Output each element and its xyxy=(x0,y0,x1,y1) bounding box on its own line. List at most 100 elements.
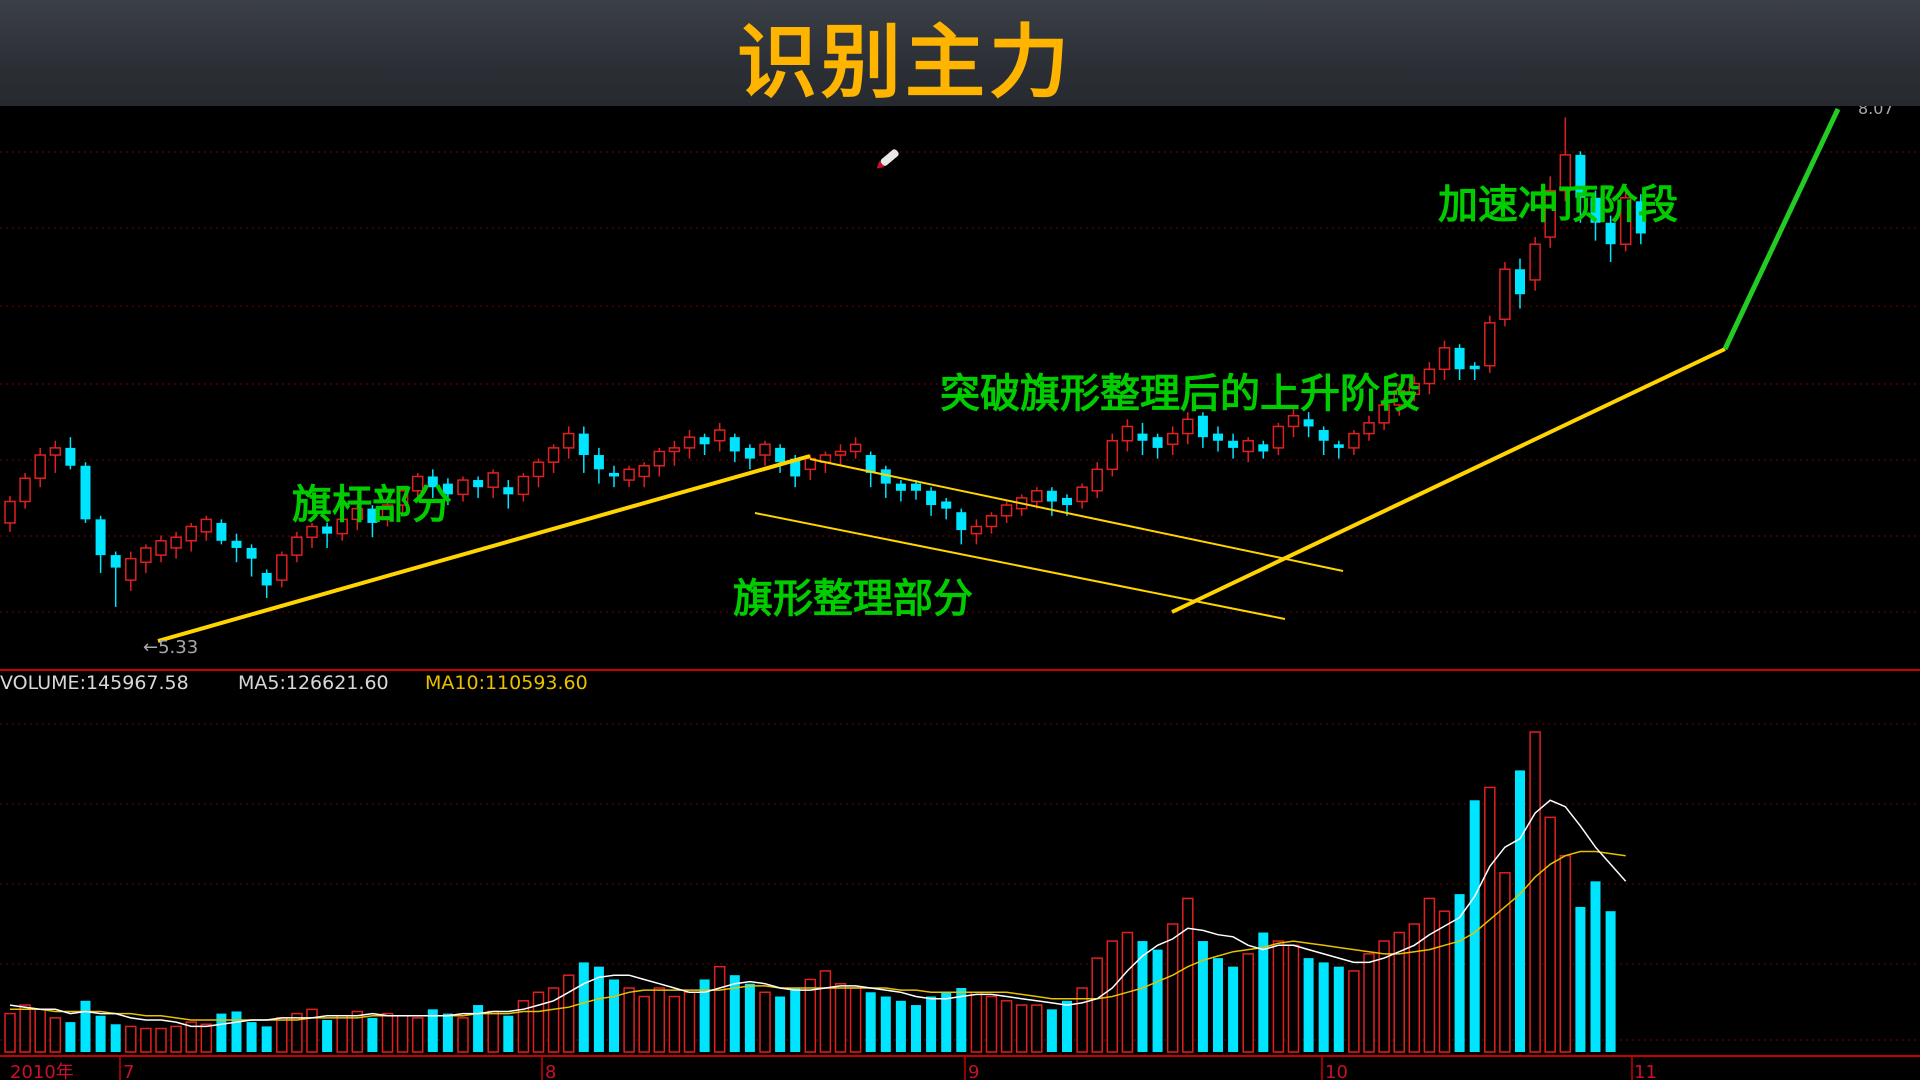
volume-bar-up xyxy=(1166,923,1179,1053)
candle-down xyxy=(865,455,876,473)
volume-bar-up xyxy=(653,987,666,1053)
candle-up xyxy=(668,447,681,453)
candle-down xyxy=(1152,437,1163,448)
candle-up xyxy=(517,475,530,496)
candle-up xyxy=(1484,322,1496,367)
volume-bar-down xyxy=(1303,958,1314,1052)
grid-lines xyxy=(0,151,1920,1080)
flagpole-trend-line xyxy=(157,454,811,643)
candle-up xyxy=(532,461,545,478)
volume-bar-down xyxy=(1575,906,1586,1052)
candle-up xyxy=(653,450,666,467)
candle-down xyxy=(729,437,740,452)
volume-bar-up xyxy=(1031,1004,1043,1053)
candle-up xyxy=(1619,197,1632,245)
candle-down xyxy=(895,483,906,491)
volume-readout: VOLUME:145967.58 xyxy=(0,672,189,694)
candle-down xyxy=(941,501,952,509)
candle-down xyxy=(65,447,76,466)
volume-bar-down xyxy=(699,979,710,1052)
candle-up xyxy=(623,468,635,481)
volume-bar-up xyxy=(351,1010,364,1053)
candle-down xyxy=(1213,433,1223,441)
candle-up xyxy=(1031,490,1043,503)
volume-bar-down xyxy=(744,983,755,1052)
volume-bar-down xyxy=(1197,941,1208,1052)
candle-up xyxy=(1408,382,1421,396)
volume-bar-down xyxy=(246,1022,257,1052)
candle-down xyxy=(246,547,257,559)
volume-bar-up xyxy=(19,1004,31,1053)
volume-bar-up xyxy=(1272,940,1285,1053)
volume-bar-up xyxy=(1408,923,1421,1053)
candle-down xyxy=(775,447,786,463)
candle-up xyxy=(1393,389,1405,406)
volume-bar-down xyxy=(775,996,786,1052)
candle-up xyxy=(306,525,318,538)
volume-bar-up xyxy=(1287,944,1300,1053)
price-high-label: 8.07 xyxy=(1858,106,1894,118)
candle-up xyxy=(1242,439,1254,453)
volume-bar-up xyxy=(638,995,650,1053)
candle-up xyxy=(200,518,213,533)
volume-bar-down xyxy=(895,1000,906,1052)
candle-down xyxy=(1515,269,1525,295)
candle-down xyxy=(1228,440,1239,448)
volume-bar-up xyxy=(804,978,817,1053)
volume-bar-up xyxy=(562,974,575,1053)
volume-bar-down xyxy=(941,992,952,1052)
candlesticks xyxy=(4,117,1646,607)
volume-bar-up xyxy=(1076,987,1088,1053)
volume-bar-up xyxy=(1423,897,1436,1053)
candle-down xyxy=(1635,201,1646,234)
candle-up xyxy=(849,443,862,453)
volume-bar-down xyxy=(216,1013,227,1052)
candle-down xyxy=(110,555,121,568)
volume-bar-up xyxy=(1348,970,1360,1053)
volume-bar-down xyxy=(1333,966,1344,1052)
volume-bars xyxy=(4,731,1616,1053)
volume-bar-up xyxy=(759,991,771,1053)
candle-up xyxy=(381,504,394,521)
candle-down xyxy=(790,458,801,477)
volume-bar-down xyxy=(427,1009,438,1052)
candle-up xyxy=(4,500,16,524)
volume-bar-up xyxy=(487,1010,499,1053)
volume-bar-up xyxy=(1091,957,1103,1053)
candle-down xyxy=(1469,365,1480,370)
volume-bar-up xyxy=(306,1008,318,1053)
volume-bar-up xyxy=(517,1000,530,1053)
ma10-readout: MA10:110593.60 xyxy=(425,672,588,694)
volume-bar-down xyxy=(956,988,967,1052)
candle-up xyxy=(1106,439,1119,471)
breakout-trend-line xyxy=(1171,347,1726,614)
volume-bar-down xyxy=(926,996,937,1052)
candle-down xyxy=(1333,444,1344,448)
candle-up xyxy=(170,536,182,549)
volume-bar-up xyxy=(985,995,998,1053)
volume-bar-up xyxy=(1393,931,1405,1053)
annotation-flagpole: 旗杆部分 xyxy=(292,481,452,528)
volume-bar-up xyxy=(4,1012,16,1053)
candle-down xyxy=(1062,497,1072,506)
volume-bar-up xyxy=(970,991,983,1053)
candle-down xyxy=(926,490,937,506)
volume-bar-down xyxy=(609,979,619,1052)
candle-down xyxy=(216,522,227,541)
candle-down xyxy=(1590,197,1601,223)
candle-down xyxy=(80,465,91,520)
volume-bar-down xyxy=(473,1005,484,1052)
candle-up xyxy=(411,475,424,492)
candle-up xyxy=(683,436,696,449)
candle-up xyxy=(140,547,152,563)
x-axis-label-11: 11 xyxy=(1634,1062,1657,1080)
page-title: 识别主力 xyxy=(737,16,1073,109)
candle-up xyxy=(1363,422,1375,435)
candle-down xyxy=(503,487,514,495)
volume-bar-up xyxy=(49,1017,62,1053)
volume-bar-up xyxy=(185,1021,197,1053)
candle-down xyxy=(367,508,378,523)
volume-bar-up xyxy=(200,1023,213,1053)
x-axis-label-year: 2010年 xyxy=(10,1062,74,1080)
candle-up xyxy=(1499,268,1511,321)
